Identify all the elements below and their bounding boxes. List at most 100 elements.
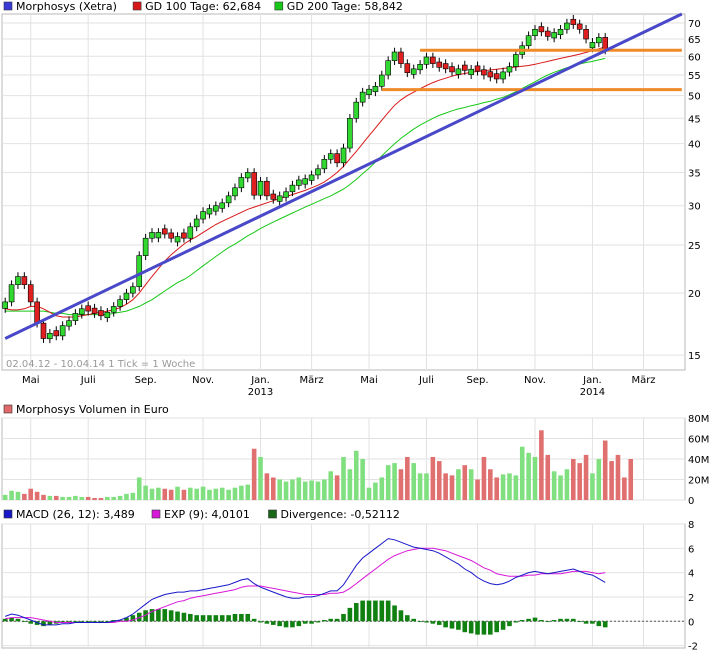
volume-bar — [322, 479, 327, 500]
divergence-bar — [494, 621, 499, 633]
divergence-bar — [85, 621, 91, 623]
volume-bar — [53, 495, 59, 500]
divergence-bar — [105, 621, 110, 623]
volume-bar — [290, 479, 295, 500]
price-legend-swatch — [3, 1, 13, 11]
price-x-tick: Jan. — [250, 375, 270, 386]
price-candle — [481, 69, 487, 76]
volume-bar — [481, 456, 487, 500]
price-candle — [238, 177, 245, 189]
price-candle — [410, 68, 417, 75]
divergence-bar — [481, 621, 487, 635]
macd-frame — [1, 523, 686, 649]
volume-bar — [385, 465, 391, 500]
volume-bar — [334, 475, 340, 500]
price-y-tick: 65 — [688, 35, 701, 46]
price-x-tick: Juli — [80, 375, 96, 386]
volume-bar — [405, 456, 410, 500]
divergence-bar — [551, 620, 557, 622]
price-candle — [576, 23, 583, 30]
price-candle — [436, 61, 443, 68]
macd-legend-label: MACD (26, 12): 3,489 — [16, 508, 135, 521]
volume-bar — [22, 493, 27, 500]
volume-bar — [398, 469, 404, 500]
price-candle — [15, 276, 21, 285]
volume-bar — [175, 486, 180, 500]
sma100-line — [5, 46, 606, 318]
divergence-bar — [309, 621, 314, 624]
divergence-bar — [188, 613, 193, 622]
price-candle — [174, 236, 181, 243]
price-y-tick: 40 — [688, 140, 701, 151]
volume-bar — [513, 475, 519, 500]
macd-legend-label: Divergence: -0,52112 — [281, 508, 400, 521]
price-candle — [264, 180, 270, 197]
price-candle — [142, 237, 149, 256]
price-candle — [123, 292, 130, 300]
price-candle — [378, 74, 385, 87]
volume-bar — [181, 489, 187, 500]
divergence-bar — [143, 610, 148, 622]
divergence-bar — [398, 610, 404, 622]
price-candle — [417, 64, 423, 71]
volume-bar — [609, 461, 614, 500]
price-candle — [525, 35, 532, 47]
volume-bar — [353, 450, 359, 500]
divergence-bar — [507, 621, 512, 627]
divergence-bar — [60, 621, 65, 623]
divergence-bar — [302, 621, 308, 624]
divergence-bar — [456, 621, 461, 630]
volume-bar — [532, 456, 538, 500]
price-candle — [564, 22, 570, 30]
divergence-bar — [130, 615, 136, 622]
divergence-bar — [564, 618, 570, 622]
volume-bar — [226, 489, 231, 500]
price-candle — [149, 232, 155, 239]
divergence-bar — [9, 617, 14, 622]
divergence-bar — [124, 617, 129, 622]
divergence-bar — [513, 621, 519, 623]
volume-bar — [2, 494, 8, 500]
volume-bar — [47, 495, 53, 500]
divergence-bar — [270, 621, 276, 625]
trend-line — [4, 12, 683, 340]
volume-bar — [379, 477, 385, 500]
price-x-tick: Mai — [360, 375, 378, 386]
price-candle — [213, 205, 219, 212]
volume-bar — [232, 487, 238, 500]
volume-bar — [449, 475, 455, 500]
price-candle — [91, 307, 98, 314]
macd-y-tick: 0 — [688, 617, 694, 628]
volume-bar — [277, 479, 282, 500]
divergence-bar — [488, 621, 493, 635]
divergence-bar — [258, 621, 263, 623]
volume-bar — [507, 473, 512, 500]
price-y-tick: 60 — [688, 52, 701, 63]
price-candle — [289, 184, 296, 193]
divergence-bar — [590, 621, 595, 624]
price-candle — [449, 66, 455, 73]
price-x-tick: Sep. — [467, 375, 489, 386]
price-y-tick: 15 — [688, 351, 701, 362]
divergence-bar — [181, 612, 187, 622]
price-y-tick: 35 — [688, 168, 701, 179]
price-y-tick: 20 — [688, 289, 701, 300]
volume-bar — [602, 440, 608, 500]
volume-bar — [545, 454, 551, 500]
volume-bar — [417, 473, 423, 500]
volume-bar — [436, 461, 442, 500]
macd-line — [5, 538, 606, 626]
price-candle — [468, 68, 474, 75]
divergence-bar — [28, 621, 34, 624]
divergence-bar — [430, 621, 436, 624]
price-candle — [391, 51, 398, 61]
divergence-bar — [162, 609, 168, 622]
divergence-bar — [443, 621, 448, 628]
price-candle — [544, 30, 551, 37]
price-candle — [353, 101, 360, 119]
macd-y-tick: 4 — [688, 569, 694, 580]
price-candle — [270, 193, 277, 200]
divergence-bar — [347, 607, 353, 622]
price-x-year: 2014 — [580, 387, 605, 398]
price-candle — [398, 51, 404, 64]
